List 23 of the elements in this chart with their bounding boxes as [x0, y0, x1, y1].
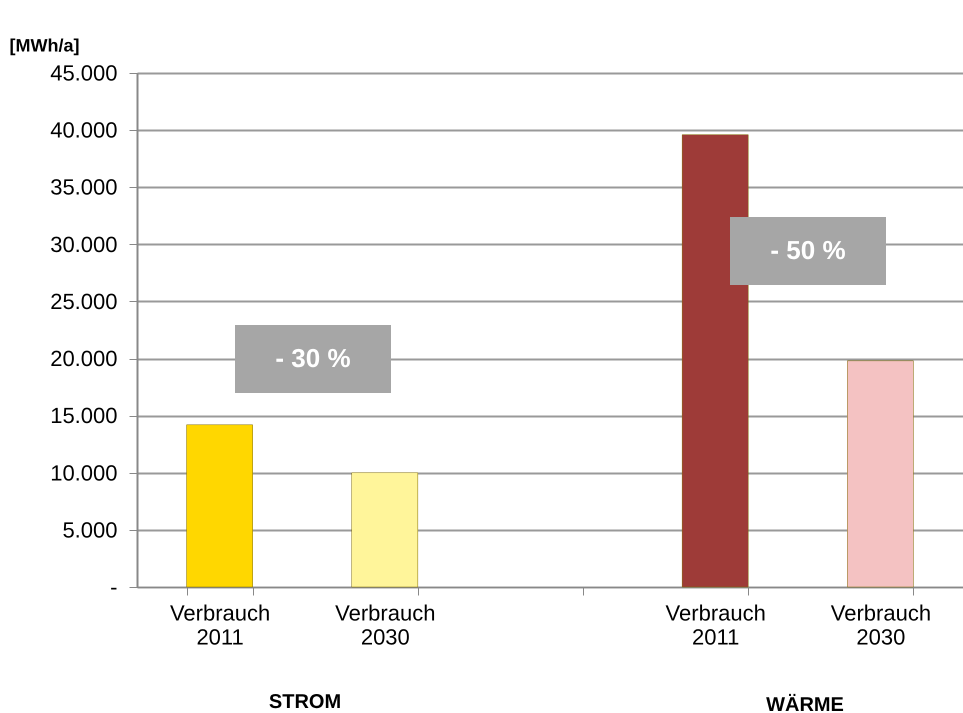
- text: STROM: [268, 691, 342, 713]
- annotation: - 30 %: [275, 343, 351, 373]
- x-tick-label: Verbrauch 2011: [170, 600, 270, 650]
- x-tick-label: Verbrauch 2011: [666, 600, 766, 650]
- y-tick-label: 5.000: [62, 517, 118, 542]
- annotation: - 50 %: [770, 235, 846, 265]
- y-axis-title: [MWh/a]: [10, 36, 80, 56]
- bar: [186, 424, 253, 588]
- y-tick-label: 25.000: [50, 288, 118, 314]
- bar: [682, 134, 748, 588]
- y-tick-label: 40.000: [50, 118, 118, 143]
- y-tick-label: 20.000: [50, 346, 118, 372]
- bar: [352, 472, 418, 588]
- y-tick-label: 10.000: [50, 460, 118, 486]
- y-tick-label: -: [110, 574, 118, 600]
- y-tick-label: 45.000: [50, 60, 118, 86]
- y-tick-label: 35.000: [50, 174, 118, 200]
- y-tick-label: 15.000: [50, 403, 118, 428]
- text: WÄRME: [766, 693, 844, 713]
- x-tick-label: Verbrauch 2030: [335, 600, 436, 650]
- x-tick-label: Verbrauch 2030: [830, 600, 932, 650]
- bar: [847, 360, 914, 588]
- y-tick-label: 30.000: [50, 232, 118, 257]
